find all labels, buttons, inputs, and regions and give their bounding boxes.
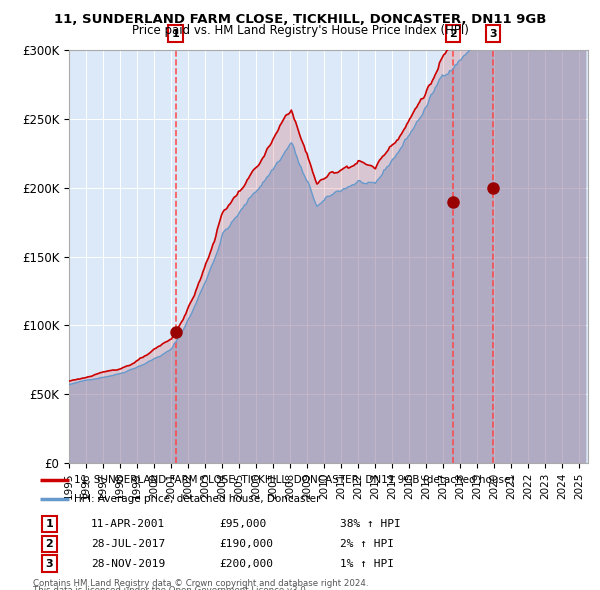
Text: This data is licensed under the Open Government Licence v3.0.: This data is licensed under the Open Gov…	[33, 586, 308, 590]
Text: 28-NOV-2019: 28-NOV-2019	[91, 559, 165, 569]
Text: HPI: Average price, detached house, Doncaster: HPI: Average price, detached house, Donc…	[74, 494, 320, 503]
Text: £200,000: £200,000	[220, 559, 274, 569]
Text: 28-JUL-2017: 28-JUL-2017	[91, 539, 165, 549]
Text: 11-APR-2001: 11-APR-2001	[91, 519, 165, 529]
Text: Contains HM Land Registry data © Crown copyright and database right 2024.: Contains HM Land Registry data © Crown c…	[33, 579, 368, 588]
Text: Price paid vs. HM Land Registry's House Price Index (HPI): Price paid vs. HM Land Registry's House …	[131, 24, 469, 37]
Text: 11, SUNDERLAND FARM CLOSE, TICKHILL, DONCASTER, DN11 9GB: 11, SUNDERLAND FARM CLOSE, TICKHILL, DON…	[54, 13, 546, 26]
Text: 3: 3	[489, 29, 497, 38]
Text: 2: 2	[449, 29, 457, 38]
Text: 38% ↑ HPI: 38% ↑ HPI	[340, 519, 401, 529]
Text: 1% ↑ HPI: 1% ↑ HPI	[340, 559, 394, 569]
Text: £190,000: £190,000	[220, 539, 274, 549]
Text: 2% ↑ HPI: 2% ↑ HPI	[340, 539, 394, 549]
Text: £95,000: £95,000	[220, 519, 267, 529]
Text: 1: 1	[172, 29, 179, 38]
Text: 3: 3	[46, 559, 53, 569]
Text: 11, SUNDERLAND FARM CLOSE, TICKHILL, DONCASTER, DN11 9GB (detached house): 11, SUNDERLAND FARM CLOSE, TICKHILL, DON…	[74, 475, 515, 485]
Text: 2: 2	[46, 539, 53, 549]
Text: 1: 1	[46, 519, 53, 529]
